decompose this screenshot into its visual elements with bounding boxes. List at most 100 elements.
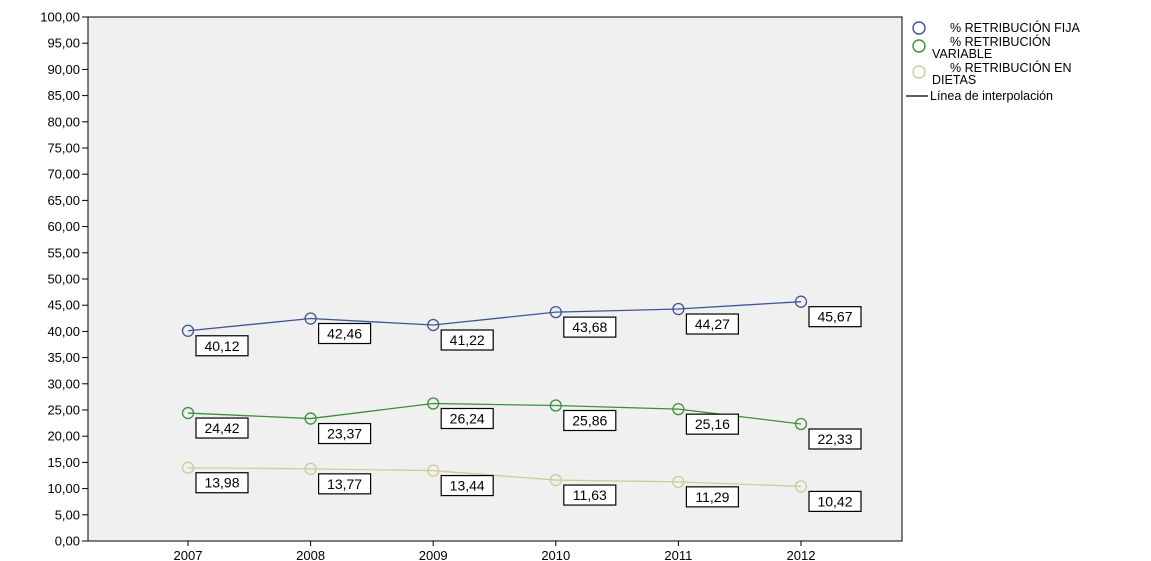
data-label: 25,86 <box>563 409 617 432</box>
y-tick-label: 10,00 <box>47 481 80 496</box>
data-label: 13,44 <box>440 474 494 497</box>
y-tick-label: 30,00 <box>47 376 80 391</box>
data-label-value: 11,63 <box>573 487 607 503</box>
data-label-value: 22,33 <box>817 431 852 447</box>
legend: % RETRIBUCIÓN FIJA% RETRIBUCIÓNVARIABLE%… <box>906 20 1081 103</box>
data-label-box <box>440 407 494 430</box>
data-label: 41,22 <box>440 329 494 351</box>
y-tick-label: 90,00 <box>47 62 80 77</box>
legend-marker <box>912 21 926 35</box>
data-point <box>794 295 808 308</box>
data-label: 24,42 <box>195 417 249 439</box>
y-tick-label: 60,00 <box>47 219 80 234</box>
y-tick-label: 100,00 <box>40 10 80 25</box>
series-1 <box>181 295 808 337</box>
data-label-value: 13,44 <box>450 478 485 494</box>
data-point <box>181 406 195 420</box>
series-line <box>187 301 802 332</box>
data-point <box>427 464 440 477</box>
y-tick-label: 35,00 <box>47 350 80 365</box>
legend-item-1: % RETRIBUCIÓN FIJA <box>912 20 1081 35</box>
y-tick-label: 45,00 <box>47 298 80 313</box>
legend-label: DIETAS <box>932 73 976 87</box>
data-label: 42,46 <box>318 322 372 345</box>
y-tick-label: 85,00 <box>47 88 80 103</box>
data-label: 13,98 <box>195 472 249 494</box>
y-tick-label: 95,00 <box>47 36 80 51</box>
y-axis: 0,00 5,00 10,00 15,00 20,00 25,00 30,00 35,00 40… <box>40 10 88 549</box>
data-label-box <box>195 417 249 439</box>
data-label-box <box>685 486 740 508</box>
series-line <box>187 467 802 488</box>
y-tick-label: 75,00 <box>47 141 80 156</box>
data-label-box <box>318 473 372 495</box>
y-tick-label: 50,00 <box>47 272 80 287</box>
data-label-box <box>318 422 372 445</box>
data-point <box>672 475 685 488</box>
data-point <box>181 461 195 474</box>
x-tick-label: 2010 <box>541 548 570 561</box>
data-point <box>304 312 317 325</box>
data-label-box <box>440 329 494 351</box>
legend-marker <box>912 39 926 53</box>
series-2 <box>181 397 808 431</box>
data-label-value: 41,22 <box>450 332 485 348</box>
data-point <box>549 305 562 319</box>
data-label-value: 10,42 <box>817 493 852 509</box>
x-tick-label: 2007 <box>174 548 203 561</box>
legend-label: % RETRIBUCIÓN FIJA <box>950 20 1081 35</box>
legend-label: % RETRIBUCIÓN <box>950 34 1051 49</box>
data-point <box>672 403 685 416</box>
data-label-value: 25,16 <box>695 416 730 432</box>
legend-item-interpolation: Línea de interpolación <box>906 89 1053 103</box>
legend-label: VARIABLE <box>932 47 992 61</box>
data-label-layer: 40,12 42,46 41,22 43,68 44,27 45,67 24,42 23,37… <box>195 306 862 512</box>
data-label: 40,12 <box>195 335 249 357</box>
data-label: 10,42 <box>808 490 862 512</box>
data-point <box>181 324 195 337</box>
x-axis: 2007 2008 2009 2010 2011 2012 <box>174 541 816 561</box>
legend-marker <box>912 65 926 79</box>
series-3 <box>181 461 808 493</box>
y-tick-label: 40,00 <box>47 324 80 339</box>
legend-label: Línea de interpolación <box>930 89 1053 103</box>
series-line <box>187 402 802 425</box>
data-label-box <box>563 316 617 338</box>
data-label: 26,24 <box>440 407 494 430</box>
data-label-value: 13,77 <box>327 476 362 492</box>
data-label: 11,29 <box>685 486 740 508</box>
data-label-box <box>685 313 740 335</box>
data-point <box>427 318 440 332</box>
data-label-box <box>440 474 494 497</box>
plot-area <box>87 16 903 542</box>
data-label-box <box>195 335 249 357</box>
data-point <box>672 302 685 316</box>
data-label-value: 24,42 <box>204 420 239 436</box>
y-tick-label: 65,00 <box>47 193 80 208</box>
data-label: 44,27 <box>685 313 740 335</box>
data-label-value: 23,37 <box>327 426 362 442</box>
data-label-value: 25,86 <box>572 412 607 428</box>
data-label-value: 43,68 <box>572 319 607 335</box>
series-layer <box>181 295 808 493</box>
data-label-value: 45,67 <box>817 309 852 325</box>
data-label: 23,37 <box>318 422 372 445</box>
y-tick-label: 55,00 <box>47 245 80 260</box>
y-tick-label: 80,00 <box>47 114 80 129</box>
data-label-box <box>808 490 862 512</box>
data-label-value: 44,27 <box>695 316 730 332</box>
data-point <box>304 412 317 425</box>
data-label-box <box>563 484 617 506</box>
x-tick-label: 2009 <box>419 548 448 561</box>
y-tick-label: 70,00 <box>47 167 80 182</box>
y-tick-label: 20,00 <box>47 429 80 444</box>
data-label-value: 42,46 <box>327 326 362 342</box>
data-label-value: 13,98 <box>204 475 239 491</box>
data-label: 13,77 <box>318 473 372 495</box>
x-tick-label: 2012 <box>787 548 816 561</box>
data-point <box>794 417 808 431</box>
data-label-value: 40,12 <box>204 338 239 354</box>
data-label-box <box>318 322 372 345</box>
data-label: 45,67 <box>808 306 862 328</box>
